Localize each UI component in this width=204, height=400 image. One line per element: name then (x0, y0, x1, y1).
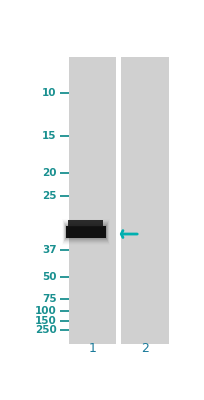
Text: 100: 100 (35, 306, 56, 316)
Text: 15: 15 (42, 131, 56, 141)
Bar (64, 224, 107, 240)
Text: 20: 20 (42, 168, 56, 178)
Bar (65, 226, 106, 238)
Bar (64, 223, 107, 241)
Text: 250: 250 (35, 325, 56, 335)
Bar (62, 219, 109, 244)
Bar (63, 221, 108, 243)
Text: 2: 2 (140, 342, 148, 355)
Text: 150: 150 (35, 316, 56, 326)
Text: 37: 37 (42, 245, 56, 255)
Bar (65, 226, 106, 238)
Text: 10: 10 (42, 88, 56, 98)
Text: 1: 1 (88, 342, 96, 355)
Bar (68, 57, 116, 344)
Bar (63, 220, 109, 244)
Text: 75: 75 (42, 294, 56, 304)
Bar (65, 225, 106, 239)
Text: 25: 25 (42, 191, 56, 201)
Text: 50: 50 (42, 272, 56, 282)
Bar (63, 222, 108, 242)
Bar (120, 57, 168, 344)
Bar (67, 220, 102, 227)
